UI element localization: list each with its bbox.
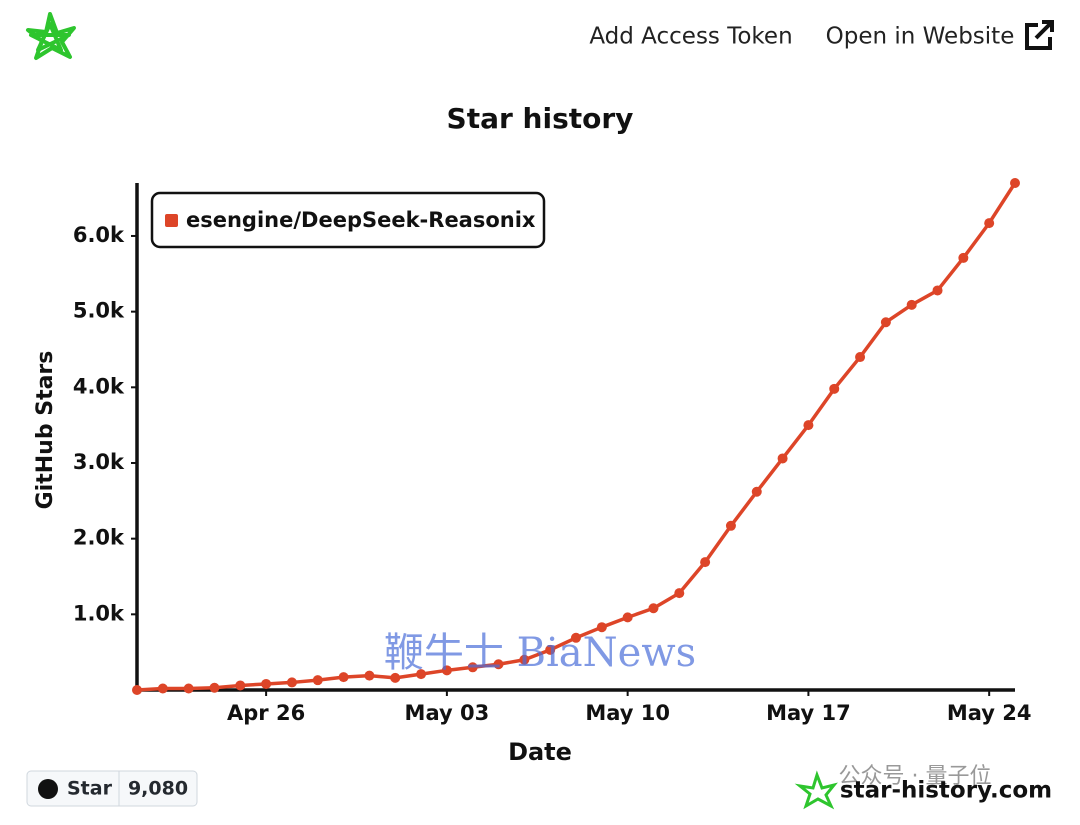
- data-point: [648, 603, 659, 614]
- watermark: 公众号 · 量子位: [839, 764, 992, 789]
- data-point: [906, 299, 917, 310]
- data-point: [880, 317, 891, 328]
- data-point: [932, 285, 943, 296]
- data-point: [416, 669, 427, 680]
- legend-box: [150, 191, 546, 249]
- x-tick-label: May 03: [405, 701, 490, 725]
- badge[interactable]: [26, 770, 198, 807]
- data-point: [596, 622, 607, 633]
- data-point: [777, 453, 788, 464]
- legend-swatch: [165, 214, 178, 227]
- badge-label[interactable]: Star: [67, 778, 113, 800]
- y-tick-label: 4.0k: [73, 374, 125, 398]
- data-point: [467, 662, 478, 673]
- y-tick-label: 1.0k: [73, 601, 125, 625]
- chart-title: Star history: [447, 102, 634, 135]
- data-point: [441, 665, 452, 676]
- data-point: [519, 654, 530, 665]
- y-tick-label: 3.0k: [73, 450, 125, 474]
- data-point: [622, 612, 633, 623]
- data-point: [364, 670, 375, 681]
- nav-link[interactable]: Add Access Token: [589, 24, 792, 50]
- data-point: [235, 680, 246, 691]
- data-point: [958, 252, 969, 263]
- data-point: [1010, 178, 1020, 188]
- series-line: [136, 182, 1017, 692]
- x-tick-label: Apr 26: [227, 701, 305, 725]
- data-point: [700, 557, 711, 568]
- data-point: [855, 352, 866, 363]
- data-point: [209, 682, 220, 693]
- y-tick-label: 2.0k: [73, 526, 125, 550]
- data-point: [132, 685, 142, 695]
- data-point: [338, 672, 349, 683]
- badge-count: 9,080: [128, 778, 188, 800]
- plot: 1.0k 2.0k 3.0k 4.0k 5.0k 6.0k Apr 26 May 03 May …: [73, 178, 1032, 725]
- x-tick-label: May 24: [947, 701, 1032, 725]
- data-point: [157, 683, 168, 694]
- data-point: [312, 675, 323, 686]
- x-tick-label: May 17: [766, 701, 851, 725]
- logo[interactable]: [26, 12, 76, 60]
- data-point: [829, 383, 840, 394]
- legend-label: esengine/DeepSeek-Reasonix: [186, 208, 536, 232]
- data-point: [674, 588, 685, 599]
- data-point: [725, 520, 736, 531]
- data-point: [493, 659, 504, 670]
- nav-link[interactable]: Open in Website: [826, 24, 1015, 50]
- data-point: [286, 677, 297, 688]
- x-tick-label: May 10: [585, 701, 670, 725]
- watermark: star-history.com: [840, 778, 1052, 804]
- data-point: [390, 672, 401, 683]
- x-axis-label: Date: [508, 738, 572, 766]
- data-point: [571, 632, 581, 643]
- data-point: [261, 678, 272, 689]
- github-icon: [38, 779, 58, 799]
- data-point: [803, 420, 814, 431]
- data-point: [984, 218, 995, 229]
- watermark: 鞭牛士 BiaNews: [384, 630, 696, 676]
- external-icon[interactable]: [1025, 20, 1054, 50]
- footer-logo: [794, 770, 838, 810]
- data-point: [183, 683, 194, 694]
- y-axis-label: GitHub Stars: [33, 351, 58, 510]
- data-point: [545, 644, 556, 655]
- y-tick-label: 6.0k: [73, 223, 125, 247]
- data-point: [751, 486, 762, 497]
- y-tick-label: 5.0k: [73, 299, 125, 323]
